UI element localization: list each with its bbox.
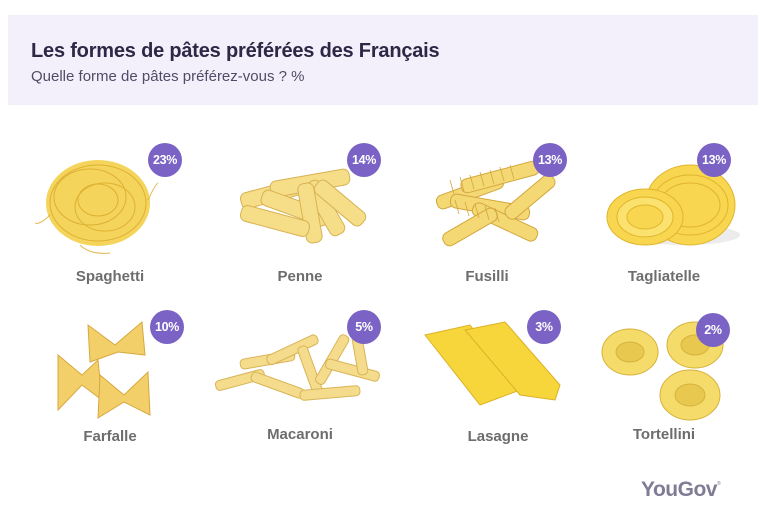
pasta-label: Tortellini xyxy=(632,426,696,443)
macaroni-icon xyxy=(210,310,390,428)
percentage-badge: 23% xyxy=(148,143,182,177)
penne-icon xyxy=(210,145,390,263)
pasta-label: Fusilli xyxy=(465,268,509,285)
page-title: Les formes de pâtes préférées des França… xyxy=(31,40,440,62)
yougov-logo: YouGov® xyxy=(641,478,721,502)
percentage-badge: 5% xyxy=(347,310,381,344)
pasta-label: Tagliatelle xyxy=(627,268,701,285)
percentage-badge: 14% xyxy=(347,143,381,177)
pasta-item-spaghetti: 23% Spaghetti xyxy=(20,143,200,295)
percentage-badge: 10% xyxy=(150,310,184,344)
logo-text: YouGov xyxy=(641,478,717,501)
pasta-label: Spaghetti xyxy=(75,268,145,285)
tortellini-icon xyxy=(590,310,768,428)
registered-mark: ® xyxy=(716,481,721,487)
pasta-item-tortellini: 2% Tortellini xyxy=(590,310,768,460)
page-subtitle: Quelle forme de pâtes préférez-vous ? % xyxy=(31,68,305,85)
pasta-label: Macaroni xyxy=(267,426,333,443)
pasta-item-tagliatelle: 13% Tagliatelle xyxy=(590,143,768,295)
percentage-badge: 2% xyxy=(696,313,730,347)
percentage-badge: 13% xyxy=(697,143,731,177)
pasta-item-penne: 14% Penne xyxy=(210,143,390,295)
pasta-label: Penne xyxy=(277,268,323,285)
pasta-label: Farfalle xyxy=(83,428,137,445)
pasta-item-lasagne: 3% Lasagne xyxy=(410,310,590,460)
pasta-label: Lasagne xyxy=(467,428,529,445)
header-panel: Les formes de pâtes préférées des França… xyxy=(8,15,758,105)
farfalle-icon xyxy=(20,310,200,428)
pasta-item-farfalle: 10% Farfalle xyxy=(20,310,200,460)
percentage-badge: 3% xyxy=(527,310,561,344)
fusilli-icon xyxy=(410,145,590,263)
pasta-item-macaroni: 5% Macaroni xyxy=(210,310,390,460)
spaghetti-icon xyxy=(20,145,200,263)
tagliatelle-icon xyxy=(590,145,768,263)
pasta-item-fusilli: 13% Fusilli xyxy=(410,143,590,295)
percentage-badge: 13% xyxy=(533,143,567,177)
lasagne-icon xyxy=(410,310,590,428)
